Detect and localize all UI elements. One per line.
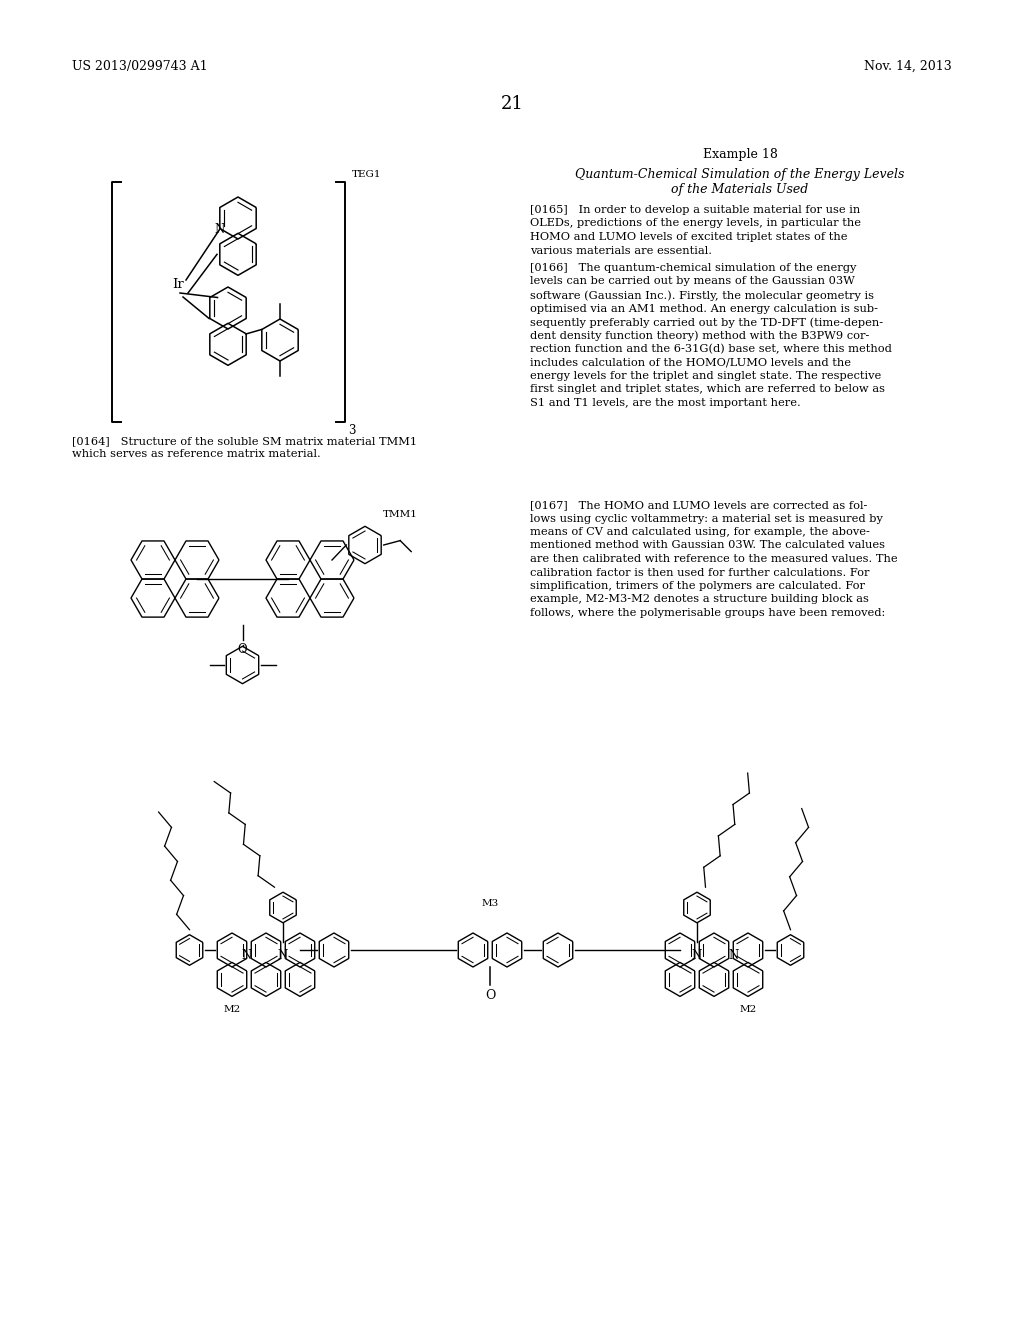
Text: which serves as reference matrix material.: which serves as reference matrix materia… [72, 449, 321, 459]
Text: M3: M3 [481, 899, 499, 908]
Text: example, M2-M3-M2 denotes a structure building block as: example, M2-M3-M2 denotes a structure bu… [530, 594, 869, 605]
Text: N: N [692, 949, 702, 961]
Text: levels can be carried out by means of the Gaussian 03W: levels can be carried out by means of th… [530, 276, 855, 286]
Text: first singlet and triplet states, which are referred to below as: first singlet and triplet states, which … [530, 384, 885, 395]
Text: Ir: Ir [172, 279, 184, 292]
Text: 3: 3 [348, 424, 355, 437]
Text: N: N [728, 949, 738, 961]
Text: includes calculation of the HOMO/LUMO levels and the: includes calculation of the HOMO/LUMO le… [530, 358, 851, 367]
Text: lows using cyclic voltammetry: a material set is measured by: lows using cyclic voltammetry: a materia… [530, 513, 883, 524]
Text: HOMO and LUMO levels of excited triplet states of the: HOMO and LUMO levels of excited triplet … [530, 232, 848, 242]
Text: [0166]   The quantum-chemical simulation of the energy: [0166] The quantum-chemical simulation o… [530, 263, 856, 273]
Text: TEG1: TEG1 [352, 170, 382, 180]
Text: Example 18: Example 18 [702, 148, 777, 161]
Text: [0165]   In order to develop a suitable material for use in: [0165] In order to develop a suitable ma… [530, 205, 860, 215]
Text: O: O [238, 643, 248, 656]
Text: are then calibrated with reference to the measured values. The: are then calibrated with reference to th… [530, 554, 898, 564]
Text: of the Materials Used: of the Materials Used [672, 183, 809, 195]
Text: N: N [278, 949, 288, 961]
Text: means of CV and calculated using, for example, the above-: means of CV and calculated using, for ex… [530, 527, 869, 537]
Text: M2: M2 [739, 1005, 757, 1014]
Text: OLEDs, predictions of the energy levels, in particular the: OLEDs, predictions of the energy levels,… [530, 219, 861, 228]
Text: various materials are essential.: various materials are essential. [530, 246, 712, 256]
Text: O: O [484, 989, 496, 1002]
Text: 21: 21 [501, 95, 523, 114]
Text: N: N [214, 223, 224, 236]
Text: sequently preferably carried out by the TD-DFT (time-depen-: sequently preferably carried out by the … [530, 317, 883, 327]
Text: optimised via an AM1 method. An energy calculation is sub-: optimised via an AM1 method. An energy c… [530, 304, 878, 314]
Text: M2: M2 [223, 1005, 241, 1014]
Text: US 2013/0299743 A1: US 2013/0299743 A1 [72, 59, 208, 73]
Text: Nov. 14, 2013: Nov. 14, 2013 [864, 59, 952, 73]
Text: calibration factor is then used for further calculations. For: calibration factor is then used for furt… [530, 568, 869, 578]
Text: dent density function theory) method with the B3PW9 cor-: dent density function theory) method wit… [530, 330, 869, 341]
Text: N: N [242, 949, 252, 961]
Text: TMM1: TMM1 [383, 510, 418, 519]
Text: S1 and T1 levels, are the most important here.: S1 and T1 levels, are the most important… [530, 399, 801, 408]
Text: [0164]   Structure of the soluble SM matrix material TMM1: [0164] Structure of the soluble SM matri… [72, 436, 417, 446]
Text: Quantum-Chemical Simulation of the Energy Levels: Quantum-Chemical Simulation of the Energ… [575, 168, 904, 181]
Text: energy levels for the triplet and singlet state. The respective: energy levels for the triplet and single… [530, 371, 882, 381]
Text: simplification, trimers of the polymers are calculated. For: simplification, trimers of the polymers … [530, 581, 865, 591]
Text: follows, where the polymerisable groups have been removed:: follows, where the polymerisable groups … [530, 609, 886, 618]
Text: mentioned method with Gaussian 03W. The calculated values: mentioned method with Gaussian 03W. The … [530, 540, 885, 550]
Text: software (Gaussian Inc.). Firstly, the molecular geometry is: software (Gaussian Inc.). Firstly, the m… [530, 290, 874, 301]
Text: rection function and the 6-31G(d) base set, where this method: rection function and the 6-31G(d) base s… [530, 345, 892, 354]
Text: [0167]   The HOMO and LUMO levels are corrected as fol-: [0167] The HOMO and LUMO levels are corr… [530, 500, 867, 510]
